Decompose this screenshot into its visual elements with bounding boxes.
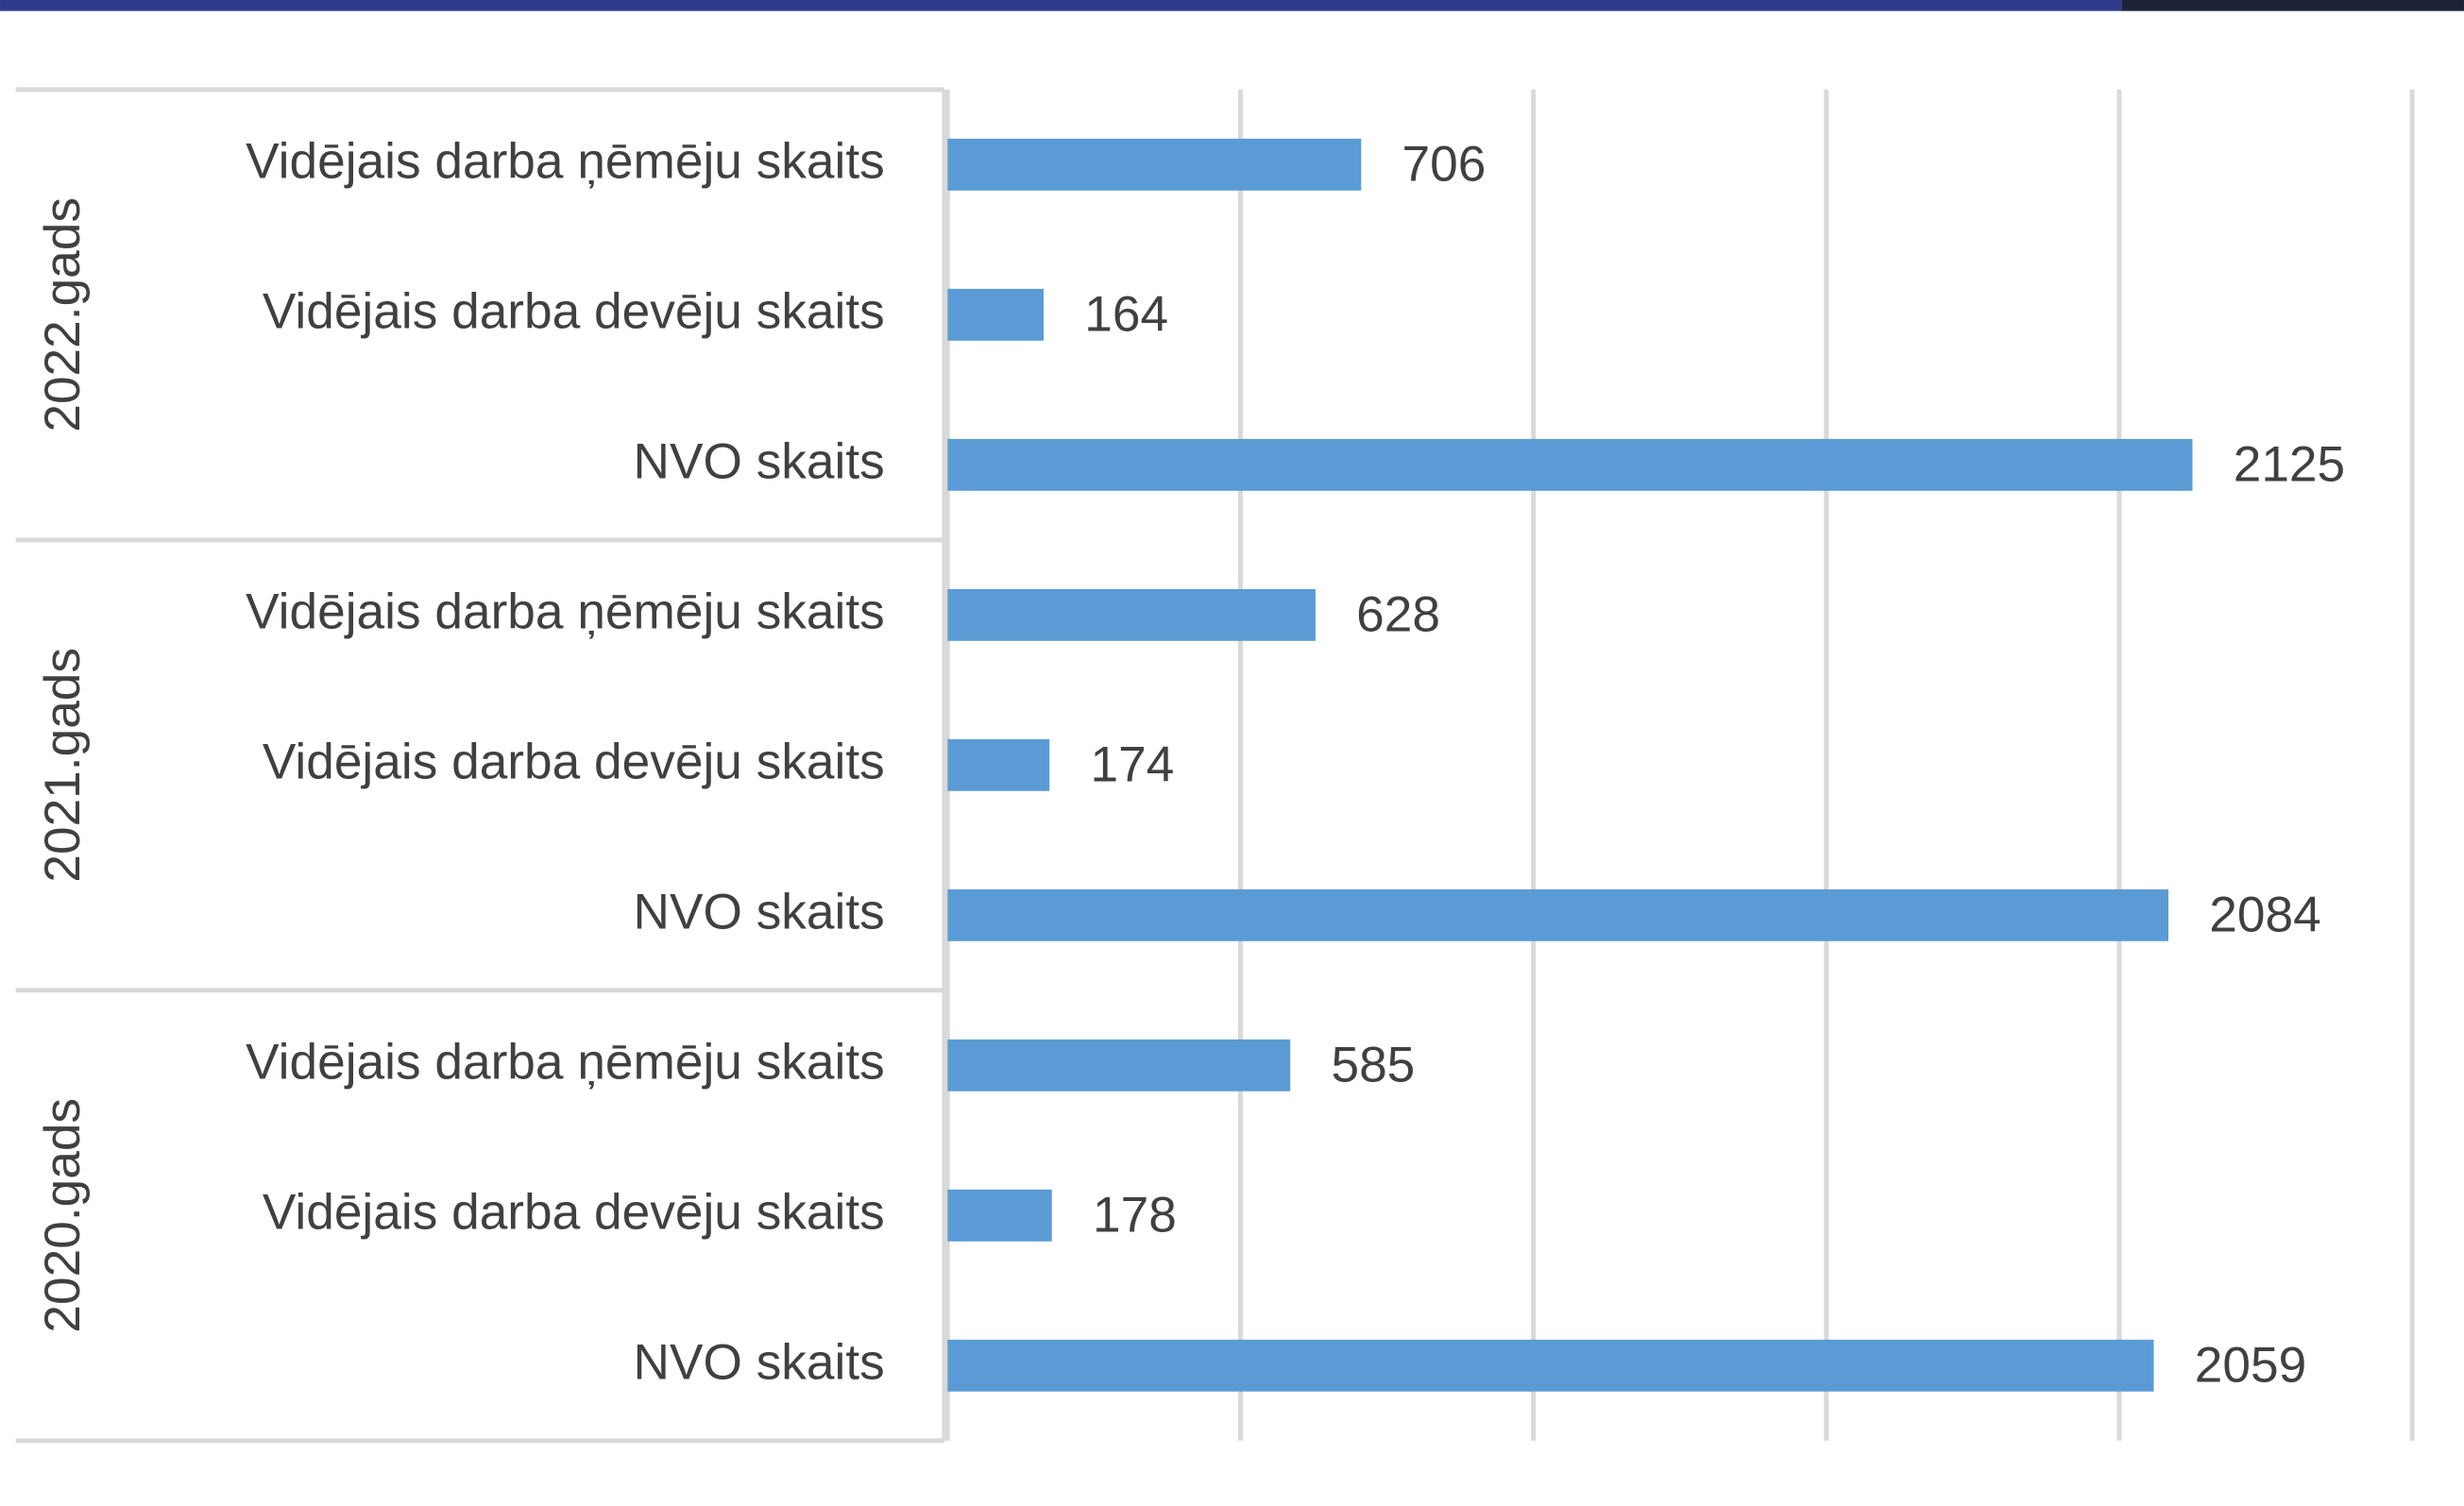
bar — [947, 438, 2193, 491]
value-label: 164 — [1084, 287, 1168, 343]
bar — [947, 738, 1050, 791]
bar — [947, 1189, 1052, 1242]
group-label: 2022.gads — [35, 197, 91, 432]
category-label: NVO skaits — [634, 1334, 885, 1390]
top-band — [0, 0, 2122, 11]
bar — [947, 888, 2169, 941]
category-label: Vidējais darba devēju skaits — [263, 734, 885, 789]
value-label: 2084 — [2209, 888, 2320, 943]
bar — [947, 138, 1362, 191]
category-label: NVO skaits — [634, 433, 885, 489]
category-label: Vidējais darba ņēmēju skaits — [246, 584, 885, 639]
category-label: NVO skaits — [634, 884, 885, 939]
category-label: Vidējais darba devēju skaits — [263, 1184, 885, 1240]
value-label: 628 — [1356, 587, 1440, 643]
bar — [947, 1339, 2154, 1392]
value-label: 706 — [1402, 137, 1487, 193]
group-label: 2021.gads — [35, 648, 91, 883]
value-label: 585 — [1331, 1038, 1415, 1093]
value-label: 2059 — [2195, 1338, 2306, 1394]
value-label: 178 — [1093, 1188, 1177, 1244]
bar — [947, 1039, 1291, 1091]
bar — [947, 288, 1045, 341]
category-label: Vidējais darba ņēmēju skaits — [246, 1034, 885, 1090]
bar — [947, 588, 1316, 641]
category-label: Vidējais darba devēju skaits — [263, 283, 885, 339]
group-label: 2020.gads — [35, 1098, 91, 1333]
value-label: 174 — [1091, 737, 1175, 793]
top-band-dark — [2121, 0, 2464, 11]
value-label: 2125 — [2234, 437, 2345, 493]
category-label: Vidējais darba ņēmēju skaits — [246, 133, 885, 189]
